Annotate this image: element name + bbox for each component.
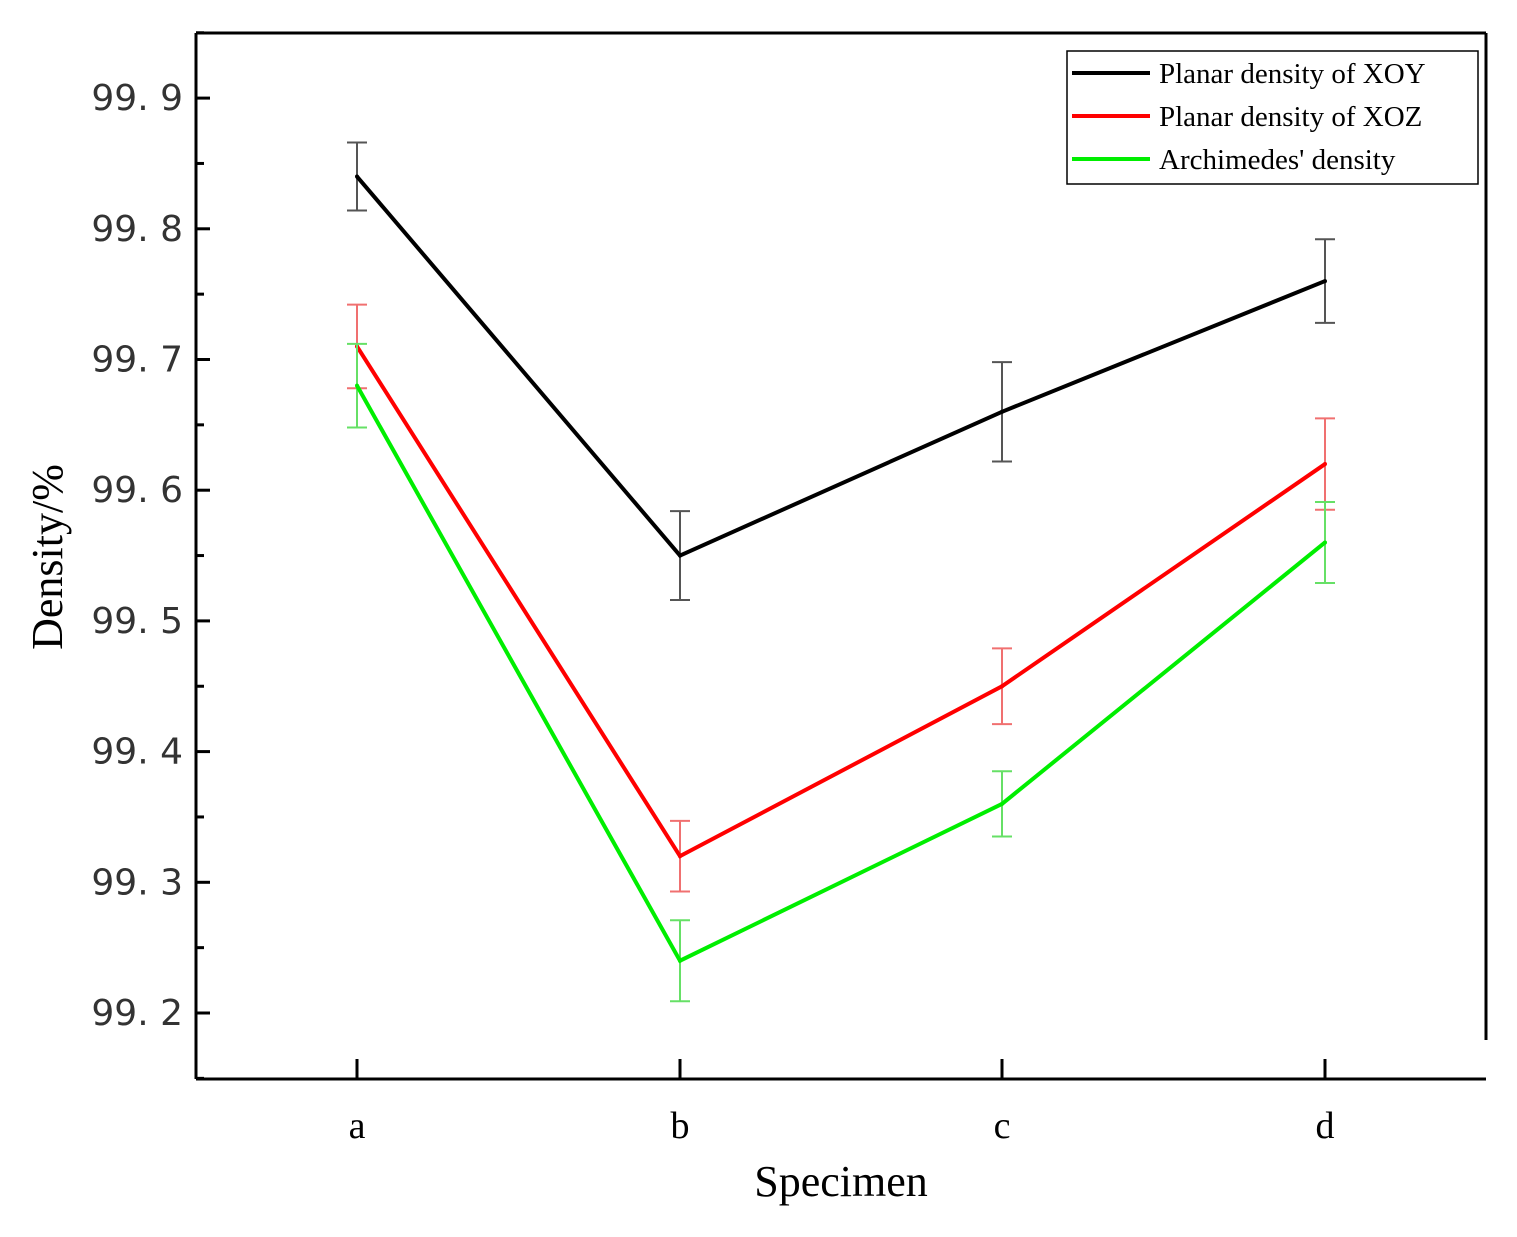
data-point — [1000, 801, 1004, 806]
x-tick-label: c — [994, 1105, 1011, 1147]
y-tick-label: 99. 4 — [91, 732, 183, 773]
series-2 — [347, 303, 1335, 893]
y-tick-label: 99. 6 — [91, 470, 183, 511]
series-1 — [347, 141, 1335, 601]
data-point — [1000, 409, 1004, 414]
plot-frame — [194, 31, 1488, 1081]
series-line — [355, 175, 1326, 558]
data-point — [355, 174, 359, 179]
series-line — [355, 384, 1327, 964]
legend: Planar density of XOY Planar density of X… — [1066, 50, 1479, 185]
y-axis: 99. 2 99. 3 99. 4 99. 5 99. 6 99. 7 99. 8 99. 9 — [91, 31, 210, 1080]
y-tick-label: 99. 7 — [91, 340, 183, 381]
data-point — [678, 958, 682, 963]
x-axis-title: Specimen — [754, 1157, 928, 1206]
y-tick-label: 99. 5 — [91, 601, 183, 642]
data-point — [678, 854, 682, 859]
x-axis: a b c d — [349, 1059, 1335, 1147]
series-layer — [347, 141, 1335, 1003]
x-tick-label: b — [671, 1105, 690, 1147]
data-point — [1323, 279, 1327, 284]
data-point — [678, 553, 682, 558]
data-point — [1323, 540, 1327, 545]
legend-label: Planar density of XOY — [1159, 58, 1426, 90]
y-tick-label: 99. 8 — [91, 209, 183, 250]
data-point — [1323, 462, 1327, 467]
x-tick-label: a — [349, 1105, 366, 1147]
y-tick-label: 99. 2 — [91, 993, 183, 1034]
series-3 — [347, 342, 1335, 1003]
legend-label: Archimedes' density — [1159, 144, 1396, 176]
data-point — [355, 383, 359, 388]
y-tick-label: 99. 3 — [91, 862, 183, 903]
series-line — [355, 345, 1327, 859]
y-tick-label: 99. 9 — [91, 78, 183, 119]
x-tick-label: d — [1316, 1105, 1335, 1147]
y-axis-title: Density/% — [23, 464, 72, 650]
data-point — [1000, 684, 1004, 689]
legend-label: Planar density of XOZ — [1159, 101, 1422, 133]
